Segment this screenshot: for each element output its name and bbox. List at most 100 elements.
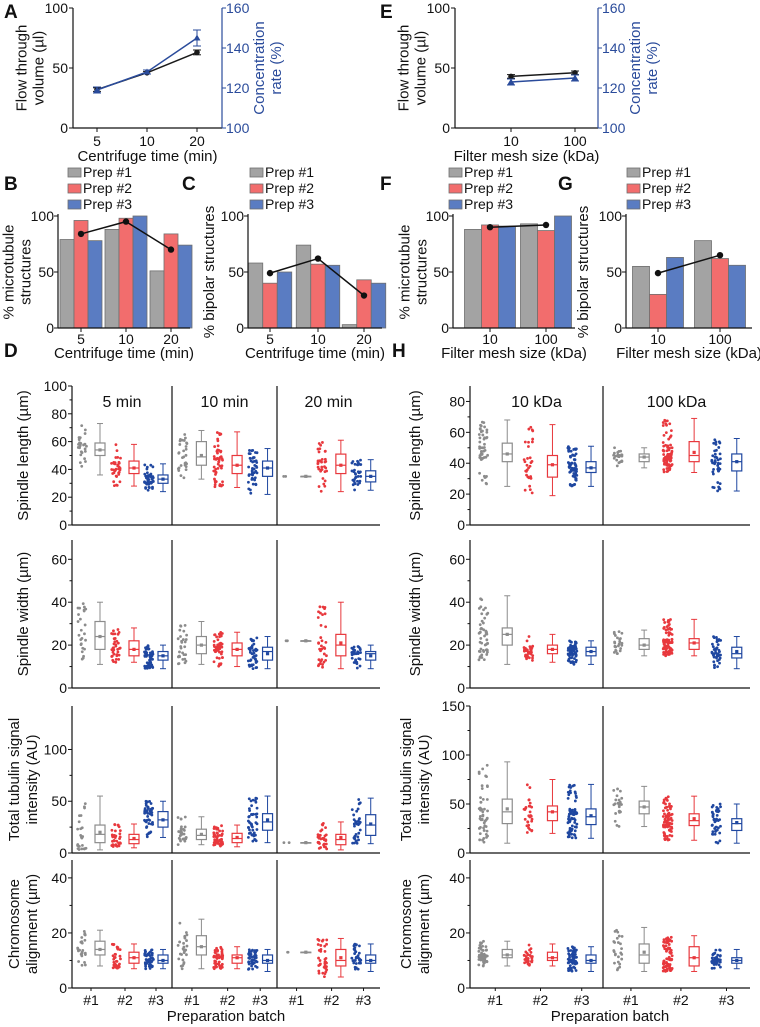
data-point	[253, 657, 257, 661]
bar-prep1	[247, 262, 264, 329]
data-point	[526, 655, 529, 658]
data-point	[481, 621, 485, 625]
x-tick-label: #2	[117, 992, 133, 1008]
mean-marker	[199, 453, 203, 458]
data-point	[78, 606, 82, 610]
data-point	[112, 839, 116, 843]
data-point	[615, 824, 619, 827]
data-point	[665, 805, 669, 809]
data-point	[666, 808, 669, 812]
data-point	[182, 941, 185, 945]
data-point	[662, 652, 666, 656]
data-point	[615, 464, 619, 468]
y-tick-label: 0	[60, 120, 68, 136]
legend-swatch	[448, 183, 463, 194]
y-tick-label: 0	[59, 680, 67, 696]
data-point	[79, 638, 83, 642]
mean-marker	[235, 463, 239, 467]
data-point	[665, 837, 669, 841]
data-point	[219, 450, 223, 454]
data-point	[480, 951, 483, 955]
data-point	[664, 431, 668, 435]
data-point	[251, 948, 254, 952]
y-tick-label: 100	[599, 208, 623, 224]
data-point	[251, 839, 255, 843]
data-point	[254, 469, 258, 473]
data-point	[570, 466, 574, 470]
data-point	[143, 472, 147, 476]
data-point	[77, 848, 81, 851]
data-point	[525, 959, 528, 963]
mean-marker	[339, 956, 343, 960]
data-point	[484, 774, 488, 778]
data-point	[571, 654, 574, 657]
data-point	[479, 945, 483, 949]
data-point	[663, 817, 667, 821]
data-point	[319, 469, 323, 473]
data-point	[246, 836, 250, 839]
x-tick-label: 10	[139, 133, 155, 149]
mean-marker	[304, 474, 308, 478]
data-point	[484, 648, 488, 652]
data-point	[668, 459, 672, 463]
data-point	[355, 809, 359, 813]
y-tick-label: 40	[449, 870, 465, 886]
data-point	[479, 637, 483, 640]
data-point	[569, 650, 572, 654]
y-tick-label: 40	[51, 461, 67, 477]
data-point	[143, 664, 147, 668]
data-point	[219, 946, 223, 950]
data-point	[573, 454, 577, 457]
y2-tick-label: 100	[226, 120, 250, 136]
data-point	[251, 652, 255, 655]
data-point	[613, 961, 616, 965]
data-point	[81, 656, 85, 660]
data-point	[716, 464, 720, 467]
mean-marker	[199, 832, 203, 836]
data-point	[317, 450, 321, 454]
box	[501, 627, 513, 646]
data-point	[147, 822, 151, 825]
data-point	[83, 938, 87, 942]
data-point	[574, 959, 577, 963]
data-point	[215, 946, 218, 950]
data-point	[716, 953, 720, 957]
data-point	[478, 640, 482, 644]
data-point	[485, 475, 488, 478]
data-point	[250, 824, 254, 828]
x-tick-label: 100	[534, 331, 558, 347]
data-point	[353, 837, 357, 841]
data-point	[185, 953, 188, 957]
x-tick-label: 5	[77, 331, 85, 347]
data-point	[531, 440, 534, 444]
data-point	[144, 481, 148, 485]
data-point	[350, 956, 354, 960]
data-point	[178, 443, 182, 446]
data-point	[253, 949, 257, 952]
data-point	[527, 814, 531, 818]
data-point	[663, 621, 667, 624]
data-point	[717, 658, 721, 661]
data-point	[212, 455, 216, 458]
data-point	[718, 802, 722, 806]
data-point	[527, 943, 531, 947]
data-point	[183, 936, 187, 940]
data-point	[711, 804, 715, 807]
data-point	[148, 651, 152, 655]
data-point	[477, 658, 481, 662]
data-point	[84, 638, 87, 642]
data-point	[287, 841, 291, 845]
data-point	[146, 479, 150, 482]
data-point	[714, 649, 717, 653]
data-point	[148, 800, 152, 803]
data-point	[251, 482, 255, 486]
data-point	[77, 442, 80, 446]
data-point	[114, 660, 118, 664]
y2-axis-label: rate (%)	[644, 41, 661, 94]
data-point	[319, 947, 323, 951]
data-point	[184, 453, 188, 457]
x-axis-label: Preparation batch	[167, 1008, 285, 1025]
data-point	[618, 649, 622, 653]
data-point	[218, 829, 221, 833]
data-point	[351, 841, 355, 845]
